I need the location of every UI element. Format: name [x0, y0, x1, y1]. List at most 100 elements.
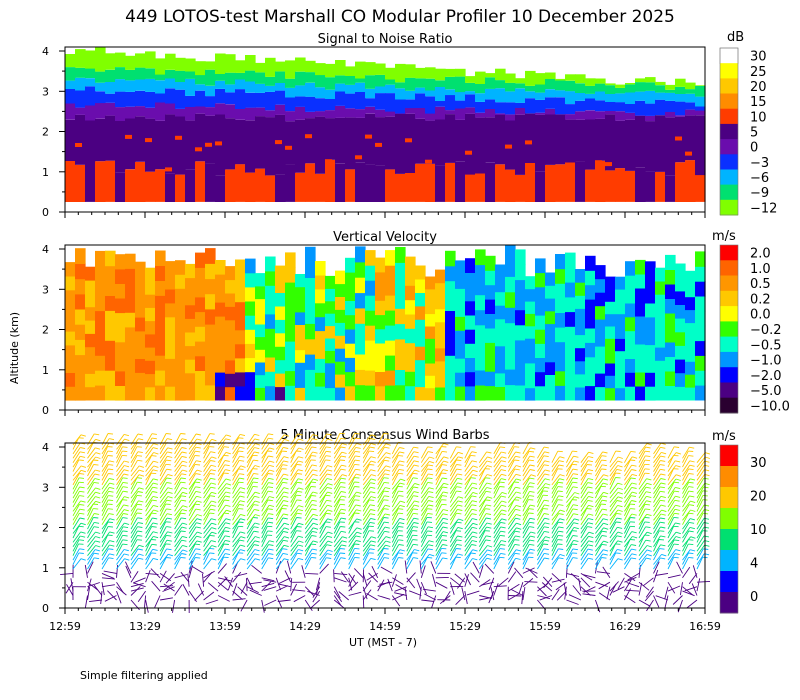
snr-cell: [205, 61, 216, 70]
wind-barb-flag: [529, 477, 535, 480]
velocity-cell: [485, 313, 496, 329]
wind-barb: [667, 513, 675, 525]
wind-barb: [580, 577, 591, 588]
colorbar-segment: [720, 351, 738, 368]
velocity-cell: [265, 299, 276, 315]
wind-barb-flag: [615, 552, 621, 554]
wind-barb: [580, 469, 589, 481]
wind-barb: [624, 548, 632, 561]
wind-barb-flag: [603, 474, 609, 477]
wind-barb-flag: [543, 464, 549, 467]
wind-barb-flag: [645, 526, 651, 529]
snr-cell: [355, 82, 366, 92]
wind-barb-flag: [558, 557, 564, 560]
wind-barb-flag: [152, 447, 158, 450]
wind-barb: [522, 504, 531, 517]
velocity-cell: [555, 370, 566, 386]
wind-barb: [580, 464, 588, 477]
wind-barb: [246, 455, 254, 468]
wind-barb-flag: [471, 504, 477, 507]
velocity-cell: [525, 313, 536, 327]
wind-barb-flag: [457, 477, 463, 480]
velocity-cell: [665, 370, 676, 386]
wind-barb: [488, 590, 495, 604]
snr-cell: [235, 72, 246, 80]
wind-barb-flag: [268, 557, 274, 560]
wind-barb-flag: [340, 468, 346, 471]
wind-barb-flag: [572, 473, 579, 475]
wind-barb-flag: [674, 508, 680, 511]
velocity-cell: [525, 276, 536, 290]
wind-barb-flag: [514, 552, 520, 555]
snr-cell: [355, 92, 366, 110]
snr-cell: [535, 112, 546, 115]
wind-barb: [87, 456, 96, 468]
wind-barb-flag: [108, 464, 114, 466]
snr-cell: [185, 169, 196, 202]
wind-barb: [653, 517, 661, 530]
wind-barb-flag: [673, 556, 679, 559]
wind-barb: [507, 539, 515, 552]
wind-barb: [406, 455, 415, 468]
wind-barb: [305, 572, 319, 575]
wind-barb-flag: [167, 451, 173, 454]
velocity-cell: [385, 310, 396, 326]
wind-barb: [420, 477, 428, 490]
wind-barb-flag: [95, 545, 101, 548]
velocity-cell: [505, 369, 516, 386]
velocity-cell: [85, 386, 96, 401]
wind-barb: [116, 558, 125, 570]
velocity-cell: [275, 279, 286, 293]
wind-barb: [691, 583, 698, 596]
wind-barb: [87, 557, 95, 570]
wind-barb: [261, 496, 270, 508]
snr-cell: [215, 103, 226, 115]
wind-barb: [362, 504, 371, 517]
wind-barb: [653, 442, 662, 455]
wind-barb: [101, 464, 109, 477]
wind-barb-flag: [138, 557, 144, 560]
wind-barb: [217, 543, 225, 556]
wind-barb: [406, 477, 414, 490]
snr-cell: [75, 77, 86, 91]
x-tick-label: 16:59: [689, 620, 721, 633]
velocity-cell: [205, 248, 216, 264]
wind-barb: [203, 469, 212, 481]
wind-barb-flag: [398, 539, 404, 541]
velocity-cell: [495, 305, 506, 320]
colorbar-segment: [720, 123, 738, 140]
wind-barb-flag: [688, 455, 694, 457]
velocity-cell: [415, 319, 426, 334]
wind-barb: [203, 535, 211, 548]
wind-barb: [261, 599, 265, 613]
snr-cell: [95, 82, 106, 92]
wind-barb-flag: [340, 481, 346, 484]
wind-barb-flag: [196, 535, 202, 538]
snr-cell: [695, 106, 706, 111]
wind-barb-flag: [443, 460, 449, 463]
wind-barb-flag: [501, 491, 507, 495]
snr-cell: [665, 84, 676, 90]
wind-barb: [217, 464, 226, 477]
wind-barb: [203, 473, 211, 486]
wind-barb: [333, 540, 343, 552]
snr-heatmap: [65, 46, 706, 202]
velocity-cell: [95, 295, 106, 312]
wind-barb-flag: [122, 450, 128, 453]
wind-barb: [536, 495, 544, 508]
velocity-cell: [85, 360, 96, 374]
snr-cell: [665, 100, 676, 112]
snr-cell: [375, 165, 386, 202]
velocity-cell: [85, 373, 96, 388]
snr-cell: [595, 78, 606, 84]
wind-barb: [87, 549, 96, 561]
wind-barb: [145, 478, 154, 490]
snr-cell: [115, 91, 126, 108]
colorbar-label: 0: [750, 141, 758, 156]
wind-barb-flag: [487, 545, 493, 548]
velocity-cell: [485, 255, 496, 271]
wind-barb: [667, 495, 676, 508]
colorbars-layer: 302520151050−3−6−9−122.01.00.50.20.0−0.2…: [719, 47, 790, 614]
wind-barb: [348, 581, 359, 592]
wind-barb-flag: [254, 549, 260, 552]
